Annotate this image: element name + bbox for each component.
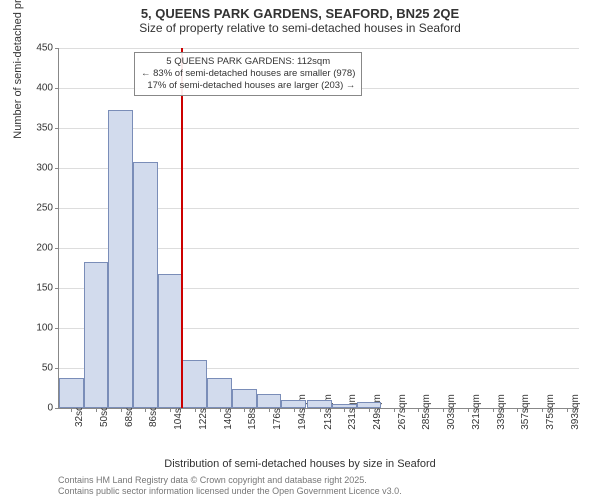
y-tick-label: 150 [36,283,53,294]
histogram-bar [59,378,84,408]
y-tick-label: 50 [42,363,53,374]
x-tick-mark [320,408,321,412]
x-tick-mark [369,408,370,412]
histogram-bar [257,394,282,408]
x-tick-mark [195,408,196,412]
histogram-bar [84,262,109,408]
x-tick-mark [220,408,221,412]
y-tick-label: 300 [36,163,53,174]
histogram-bar [307,400,332,408]
chart-container: 5, QUEENS PARK GARDENS, SEAFORD, BN25 2Q… [0,0,600,500]
x-tick-mark [542,408,543,412]
x-tick-mark [269,408,270,412]
footer-line1: Contains HM Land Registry data © Crown c… [58,475,402,486]
x-tick-mark [121,408,122,412]
footer-line2: Contains public sector information licen… [58,486,402,497]
x-tick-label: 321sqm [471,394,482,430]
x-tick-mark [170,408,171,412]
histogram-bar [332,404,357,408]
x-tick-label: 339sqm [496,394,507,430]
x-tick-label: 375sqm [545,394,556,430]
x-tick-label: 357sqm [520,394,531,430]
histogram-bar [133,162,158,408]
y-tick-label: 250 [36,203,53,214]
histogram-bar [232,389,257,408]
histogram-bar [108,110,133,408]
annotation-line1: 5 QUEENS PARK GARDENS: 112sqm [141,56,355,68]
footer-attribution: Contains HM Land Registry data © Crown c… [58,475,402,497]
x-tick-label: 285sqm [421,394,432,430]
x-tick-label: 303sqm [446,394,457,430]
y-tick-label: 0 [47,403,53,414]
annotation-box: 5 QUEENS PARK GARDENS: 112sqm ← 83% of s… [134,52,362,96]
x-tick-mark [96,408,97,412]
x-tick-label: 267sqm [397,394,408,430]
x-tick-mark [517,408,518,412]
x-tick-label: 393sqm [570,394,581,430]
histogram-bar [207,378,232,408]
chart-subtitle: Size of property relative to semi-detach… [0,21,600,35]
plot-area: 5 QUEENS PARK GARDENS: 112sqm ← 83% of s… [58,48,579,409]
annotation-line2: ← 83% of semi-detached houses are smalle… [141,68,355,80]
y-tick-mark [55,408,59,409]
x-tick-mark [71,408,72,412]
histogram-bar [182,360,207,408]
histogram-bar [281,400,306,408]
y-tick-label: 100 [36,323,53,334]
x-tick-mark [443,408,444,412]
y-tick-label: 450 [36,43,53,54]
y-tick-label: 350 [36,123,53,134]
histogram-bar [357,402,382,408]
x-axis-label: Distribution of semi-detached houses by … [0,458,600,470]
y-tick-label: 400 [36,83,53,94]
grid-line [59,48,579,49]
annotation-line3: 17% of semi-detached houses are larger (… [141,80,355,92]
grid-line [59,128,579,129]
x-tick-mark [394,408,395,412]
y-axis-label: Number of semi-detached properties [12,0,24,139]
x-tick-mark [294,408,295,412]
x-tick-mark [567,408,568,412]
x-tick-mark [244,408,245,412]
x-tick-mark [418,408,419,412]
reference-line [181,48,183,408]
chart-title: 5, QUEENS PARK GARDENS, SEAFORD, BN25 2Q… [0,0,600,21]
x-tick-label: 231sqm [347,394,358,430]
x-tick-mark [344,408,345,412]
x-tick-mark [493,408,494,412]
histogram-bar [158,274,183,408]
x-tick-mark [468,408,469,412]
x-tick-mark [145,408,146,412]
x-tick-label: 249sqm [372,394,383,430]
y-tick-label: 200 [36,243,53,254]
